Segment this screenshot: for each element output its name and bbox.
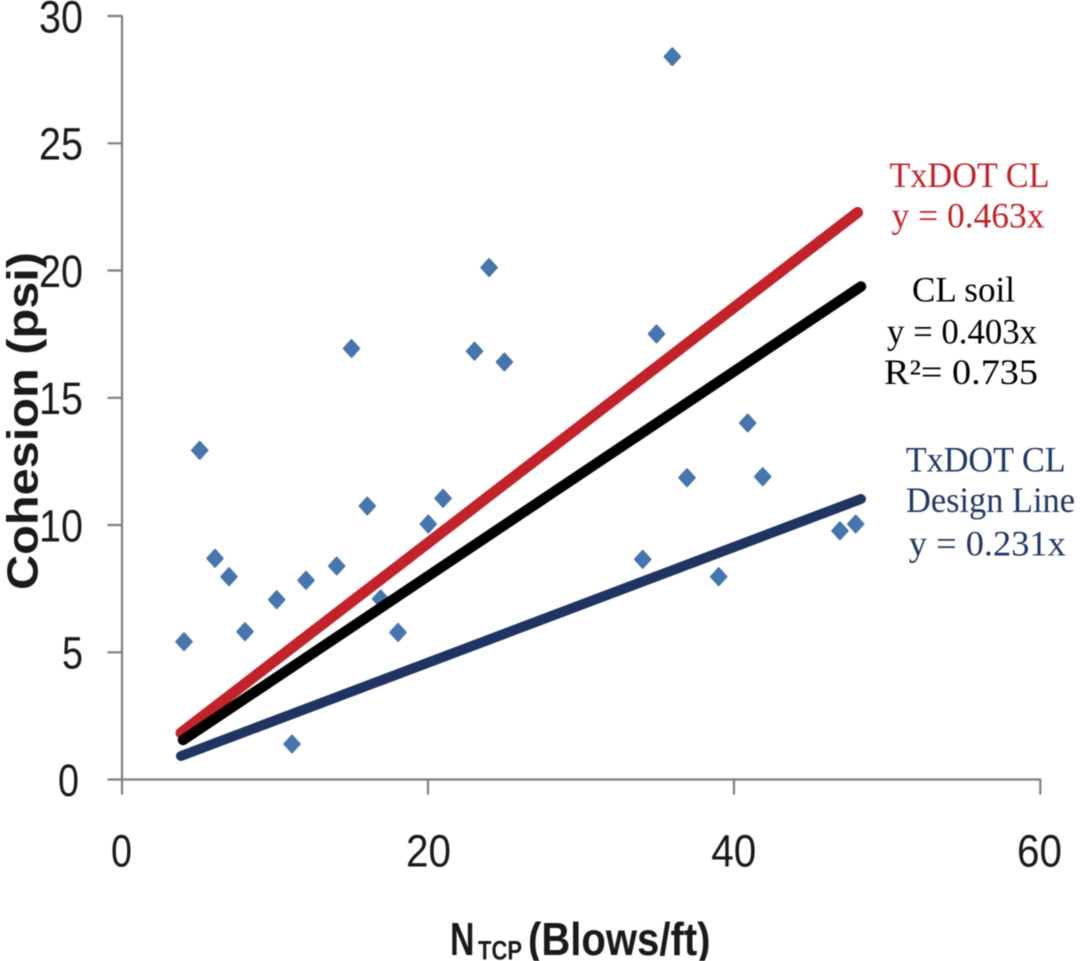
svg-text:TCP: TCP: [478, 936, 522, 961]
svg-text:Design Line: Design Line: [906, 480, 1075, 520]
svg-text:30: 30: [39, 0, 83, 42]
svg-text:TxDOT CL: TxDOT CL: [890, 155, 1050, 195]
svg-text:Cohesion (psi): Cohesion (psi): [0, 252, 48, 590]
svg-text:40: 40: [711, 826, 756, 877]
svg-text:20: 20: [39, 246, 83, 297]
svg-text:y = 0.403x: y = 0.403x: [887, 312, 1037, 352]
svg-text:10: 10: [39, 500, 83, 551]
svg-text:(Blows/ft): (Blows/ft): [528, 913, 711, 961]
svg-text:20: 20: [406, 826, 451, 877]
svg-text:y = 0.463x: y = 0.463x: [892, 196, 1045, 236]
svg-text:CL soil: CL soil: [912, 270, 1015, 310]
svg-text:25: 25: [39, 119, 83, 170]
svg-text:y = 0.231x: y = 0.231x: [909, 524, 1066, 564]
svg-text:R²= 0.735: R²= 0.735: [884, 352, 1038, 392]
svg-text:N: N: [450, 913, 475, 961]
svg-text:0: 0: [111, 826, 132, 877]
svg-text:5: 5: [62, 628, 83, 679]
svg-text:TxDOT CL: TxDOT CL: [906, 440, 1066, 480]
svg-text:15: 15: [39, 373, 83, 424]
svg-text:0: 0: [58, 755, 79, 806]
svg-text:60: 60: [1017, 826, 1062, 877]
